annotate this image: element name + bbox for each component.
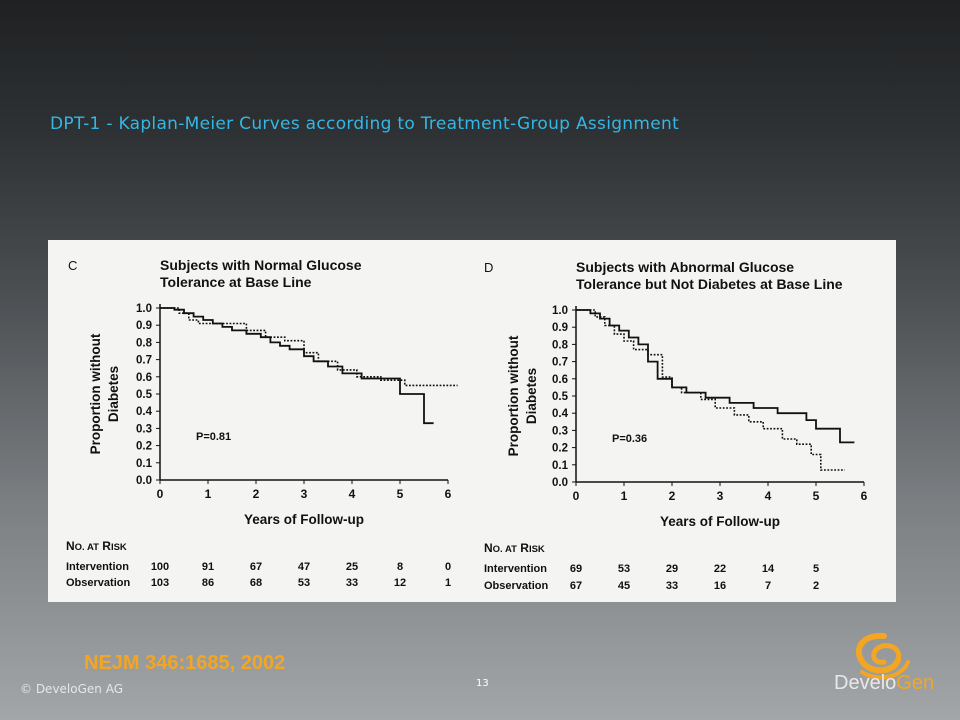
panel-c-title-line-1: Subjects with Normal Glucose	[160, 257, 362, 273]
panel-d-title-line-1: Subjects with Abnormal Glucose	[576, 259, 794, 275]
panel-c-at-risk-value: 68	[250, 577, 262, 589]
panel-d-x-tick-label: 0	[573, 489, 580, 503]
panel-d-y-tick-label: 0.4	[552, 408, 569, 420]
logo-text-part1: Develo	[834, 672, 897, 694]
panel-d-y-tick-label: 0.2	[552, 443, 568, 455]
panel-c-at-risk-value: 53	[298, 577, 310, 589]
panel-c-x-axis-label: Years of Follow-up	[244, 512, 364, 527]
panel-c-at-risk-value: 1	[445, 577, 451, 589]
panel-c-y-tick-label: 0.2	[136, 441, 152, 453]
panel-c-at-risk-value: 33	[346, 577, 358, 589]
panel-c-y-tick-label: 0.3	[136, 423, 152, 435]
panel-d-y-tick-label: 0.5	[552, 391, 569, 403]
panel-d-y-tick-label: 0.1	[552, 460, 569, 472]
panel-c-y-tick-label: 0.7	[136, 355, 152, 367]
panel-c-at-risk-value: 100	[151, 561, 169, 573]
panel-c-at-risk-value: 8	[397, 561, 403, 573]
panel-d-at-risk-value: 22	[714, 563, 726, 575]
page-number: 13	[476, 678, 489, 689]
slide-title: DPT-1 - Kaplan-Meier Curves according to…	[50, 114, 680, 134]
panel-d-p-value-annotation: P=0.36	[612, 433, 647, 445]
panel-c-y-tick-label: 1.0	[136, 303, 152, 315]
panel-d-y-tick-label: 1.0	[552, 305, 568, 317]
panel-c-y-tick-label: 0.1	[136, 458, 153, 470]
panel-d-x-tick-label: 5	[813, 489, 820, 503]
panel-c-letter: C	[68, 258, 77, 273]
panel-c-at-risk-value: 0	[445, 561, 451, 573]
panel-d-at-risk-value: 14	[762, 563, 775, 575]
panel-c-at-risk-value: 86	[202, 577, 214, 589]
panel-d-y-tick-label: 0.0	[552, 477, 568, 489]
panel-d-letter: D	[484, 260, 493, 275]
panel-d-y-tick-label: 0.7	[552, 357, 568, 369]
panel-c-x-tick-label: 4	[349, 487, 356, 501]
logo-text-part2: Gen	[896, 672, 935, 694]
panel-d-y-axis-label-line-1: Proportion without	[506, 335, 521, 456]
panel-c-title-line-2: Tolerance at Base Line	[160, 274, 312, 290]
company-logo-text: DeveloGen	[834, 672, 934, 695]
panel-d-y-tick-label: 0.9	[552, 322, 568, 334]
panel-d-x-tick-label: 4	[765, 489, 772, 503]
panel-d-at-risk-value: 53	[618, 563, 630, 575]
panel-c-x-tick-label: 5	[397, 487, 404, 501]
panel-c-intervention-curve	[160, 307, 434, 425]
panel-d-y-tick-label: 0.3	[552, 425, 568, 437]
panel-d-x-tick-label: 2	[669, 489, 676, 503]
panel-c-at-risk-value: 67	[250, 561, 262, 573]
panel-d-at-risk-value: 45	[618, 580, 630, 592]
panel-d-y-tick-label: 0.6	[552, 374, 568, 386]
panel-c-at-risk-row-label: Observation	[66, 577, 130, 589]
panel-c-at-risk-value: 12	[394, 577, 406, 589]
panel-c-x-tick-label: 2	[253, 487, 260, 501]
panel-c-x-tick-label: 3	[301, 487, 308, 501]
panel-c-at-risk-value: 47	[298, 561, 310, 573]
panel-d-at-risk-value: 29	[666, 563, 678, 575]
panel-d-at-risk-value: 2	[813, 580, 819, 592]
panel-d-x-tick-label: 3	[717, 489, 724, 503]
panel-c-at-risk-value: 103	[151, 577, 169, 589]
figure-panel: C Subjects with Normal Glucose Tolerance a…	[48, 240, 896, 602]
panel-c-y-axis-label-line-2: Diabetes	[106, 366, 121, 422]
panel-c-y-tick-label: 0.5	[136, 389, 153, 401]
panel-c-x-tick-label: 0	[157, 487, 164, 501]
panel-d-at-risk-value: 67	[570, 580, 582, 592]
panel-d-at-risk-value: 7	[765, 580, 771, 592]
panel-c-y-tick-label: 0.9	[136, 320, 152, 332]
panel-c-at-risk-value: 91	[202, 561, 214, 573]
panel-d-x-axis-label: Years of Follow-up	[660, 514, 780, 529]
panel-d-at-risk-row-label: Intervention	[484, 563, 547, 575]
panel-c-y-tick-label: 0.4	[136, 406, 153, 418]
panel-c-p-value-annotation: P=0.81	[196, 431, 231, 443]
panel-d-at-risk-value: 5	[813, 563, 819, 575]
swirl-logo-icon	[855, 632, 910, 680]
panel-c-y-tick-label: 0.8	[136, 337, 153, 349]
panel-d-intervention-curve	[576, 309, 855, 444]
citation-text: NEJM 346:1685, 2002	[84, 652, 286, 674]
panel-d-at-risk-header: NO. AT RISK	[484, 541, 545, 555]
copyright-text: © DeveloGen AG	[20, 682, 123, 696]
panel-c-y-tick-label: 0.0	[136, 475, 152, 487]
panel-d-y-tick-label: 0.8	[552, 339, 569, 351]
panel-c-y-axis-label-line-1: Proportion without	[88, 333, 103, 454]
panel-d-at-risk-value: 69	[570, 563, 582, 575]
panel-d-at-risk-row-label: Observation	[484, 580, 548, 592]
panel-d-x-tick-label: 1	[621, 489, 628, 503]
panel-c-x-tick-label: 6	[445, 487, 452, 501]
panel-d-x-tick-label: 6	[861, 489, 868, 503]
panel-d-at-risk-value: 33	[666, 580, 678, 592]
panel-d-observation-curve	[576, 309, 845, 471]
panel-d-y-axis-label-line-2: Diabetes	[524, 368, 539, 424]
panel-c-at-risk-header: NO. AT RISK	[66, 539, 127, 553]
panel-c-observation-curve	[160, 307, 458, 387]
panel-c-at-risk-value: 25	[346, 561, 358, 573]
panel-d-title-line-2: Tolerance but Not Diabetes at Base Line	[576, 276, 843, 292]
panel-c-y-tick-label: 0.6	[136, 372, 152, 384]
panel-c-at-risk-row-label: Intervention	[66, 561, 129, 573]
panel-c-x-tick-label: 1	[205, 487, 212, 501]
panel-d-at-risk-value: 16	[714, 580, 726, 592]
